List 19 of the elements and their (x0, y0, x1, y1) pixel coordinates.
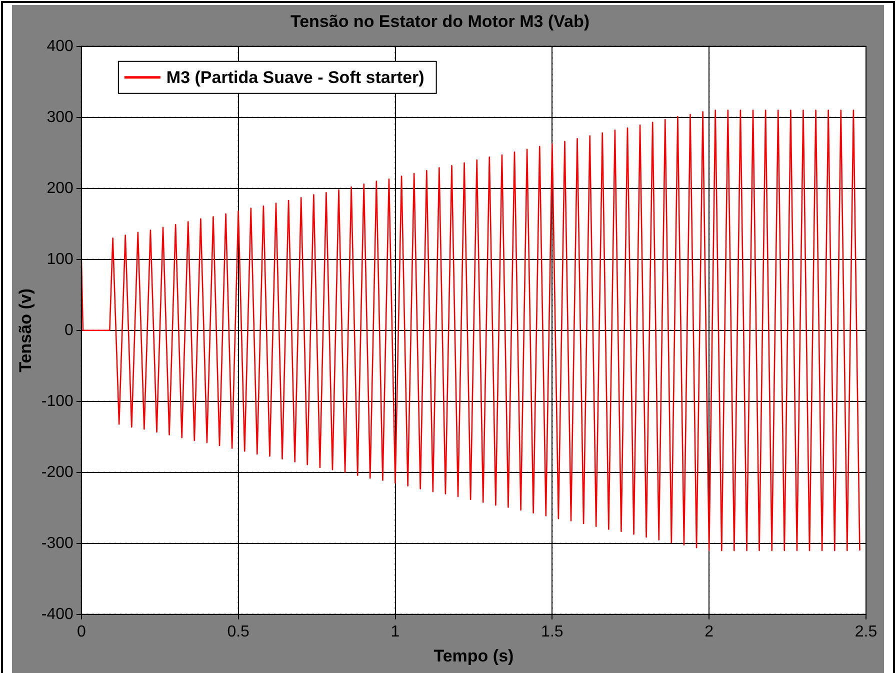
x-tick-label: 0.5 (227, 623, 250, 640)
x-tick-label: 2.5 (854, 623, 878, 640)
y-tick-label: -400 (41, 606, 74, 623)
y-tick-label: 200 (46, 180, 74, 197)
y-axis-title: Tensão (v) (16, 288, 35, 372)
y-tick-label: 400 (46, 38, 74, 55)
y-tick-label: 0 (64, 322, 74, 339)
x-tick-label: 1 (390, 623, 400, 640)
y-tick-label: 100 (46, 250, 74, 268)
chart-title: Tensão no Estator do Motor M3 (Vab) (290, 12, 590, 31)
y-tick-label: -300 (41, 534, 74, 552)
y-tick-label: -100 (41, 392, 74, 410)
x-axis-title: Tempo (s) (434, 646, 514, 666)
y-tick-label: 300 (46, 108, 74, 126)
y-tick-label: -200 (41, 464, 74, 481)
x-tick-label: 1.5 (541, 623, 564, 640)
x-tick-label: 2 (704, 623, 714, 640)
legend-label: M3 (Partida Suave - Soft starter) (166, 68, 424, 88)
x-tick-label: 0 (76, 623, 86, 640)
